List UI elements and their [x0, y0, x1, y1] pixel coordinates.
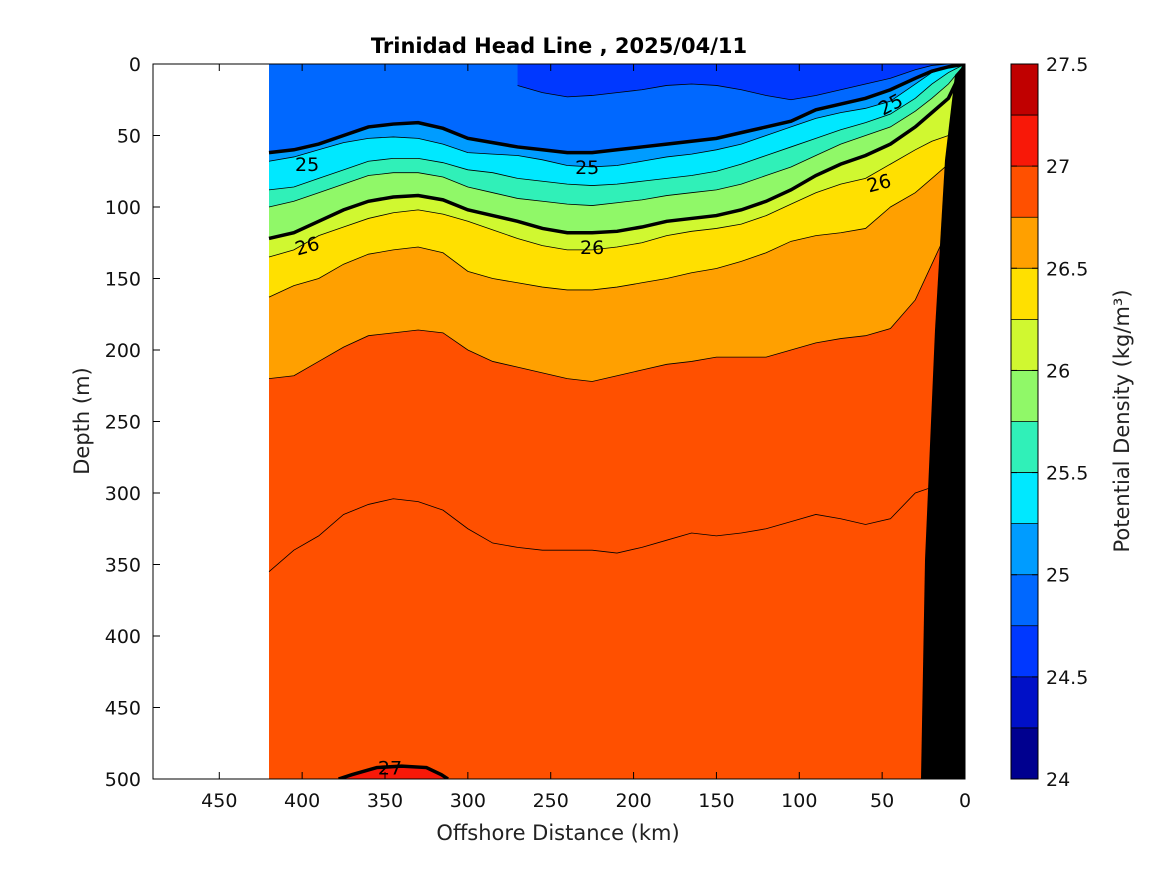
x-tick-label: 150	[698, 790, 734, 812]
colorbar-segment	[1011, 166, 1038, 218]
y-tick-label: 250	[105, 412, 141, 434]
contour-label: 25	[575, 157, 599, 179]
isopycnal-line	[268, 132, 965, 258]
y-tick-label: 150	[105, 269, 141, 291]
y-tick-label: 100	[105, 197, 141, 219]
isopycnal-line	[268, 64, 965, 191]
y-tick-label: 0	[129, 54, 141, 76]
colorbar-segment	[1011, 421, 1038, 473]
isopycnal-bold	[268, 64, 965, 241]
colorbar-tick-label: 27	[1046, 156, 1070, 178]
colorbar-tick-label: 25.5	[1046, 463, 1088, 485]
colorbar-tick-label: 27.5	[1046, 54, 1088, 76]
colorbar-tick-label: 25	[1046, 565, 1070, 587]
y-tick-label: 500	[105, 769, 141, 791]
y-tick-label: 300	[105, 483, 141, 505]
colorbar-segment	[1011, 472, 1038, 524]
colorbar-segment	[1011, 64, 1038, 116]
colorbar-tick-label: 24.5	[1046, 667, 1088, 689]
colorbar	[1011, 64, 1038, 779]
x-tick-label: 350	[367, 790, 403, 812]
colorbar-segment	[1011, 523, 1038, 575]
x-tick-label: 300	[450, 790, 486, 812]
y-tick-label: 350	[105, 555, 141, 577]
x-tick-label: 0	[959, 790, 971, 812]
y-tick-label: 400	[105, 626, 141, 648]
isopycnal-27	[338, 764, 449, 779]
isopycnal-line	[517, 64, 965, 101]
isopycnal-line	[268, 64, 965, 208]
colorbar-segment	[1011, 625, 1038, 677]
x-tick-label: 450	[201, 790, 237, 812]
contour-label: 25	[295, 154, 319, 176]
colorbar-label: Potential Density (kg/m³)	[1110, 289, 1134, 552]
colorbar-frame	[1010, 63, 1039, 780]
x-tick-label: 50	[870, 790, 894, 812]
isopycnal-line	[268, 486, 965, 572]
colorbar-segment	[1011, 217, 1038, 269]
colorbar-segment	[1011, 115, 1038, 167]
x-axis-label: Offshore Distance (km)	[436, 821, 679, 845]
isopycnal-line	[268, 149, 965, 298]
y-tick-label: 200	[105, 340, 141, 362]
contour-fill-layer	[269, 64, 965, 779]
bathymetry-shelf	[921, 64, 965, 779]
colorbar-segment	[1011, 727, 1038, 779]
x-tick-label: 400	[284, 790, 320, 812]
colorbar-segment	[1011, 676, 1038, 728]
chart-title: Trinidad Head Line , 2025/04/11	[371, 34, 747, 58]
colorbar-segment	[1011, 370, 1038, 422]
colorbar-tick-label: 26	[1046, 360, 1070, 382]
isopycnal-line	[268, 192, 965, 382]
x-tick-label: 100	[781, 790, 817, 812]
density-band	[338, 766, 448, 779]
isopycnal-line	[268, 64, 965, 168]
colorbar-segment	[1011, 268, 1038, 320]
x-axis-ticks: 450 400 350 300 250 200 150 100 50 0	[201, 64, 971, 812]
y-axis-ticks: 0 50 100 150 200 250 300 350 400 450 500	[105, 54, 965, 791]
y-tick-label: 450	[105, 698, 141, 720]
contour-line-layer	[268, 64, 965, 779]
colorbar-segment	[1011, 319, 1038, 371]
colorbar-segment	[1011, 574, 1038, 626]
x-tick-label: 200	[615, 790, 651, 812]
x-tick-label: 250	[533, 790, 569, 812]
y-tick-label: 50	[117, 126, 141, 148]
colorbar-tick-label: 24	[1046, 769, 1070, 791]
y-axis-label: Depth (m)	[70, 367, 94, 474]
isopycnal-bold	[268, 64, 965, 155]
colorbar-ticks: 27.5 27 26.5 26 25.5 25 24.5 24	[1011, 54, 1088, 791]
colorbar-tick-label: 26.5	[1046, 258, 1088, 280]
contour-label: 26	[580, 237, 604, 259]
contour-label: 27	[378, 758, 402, 780]
